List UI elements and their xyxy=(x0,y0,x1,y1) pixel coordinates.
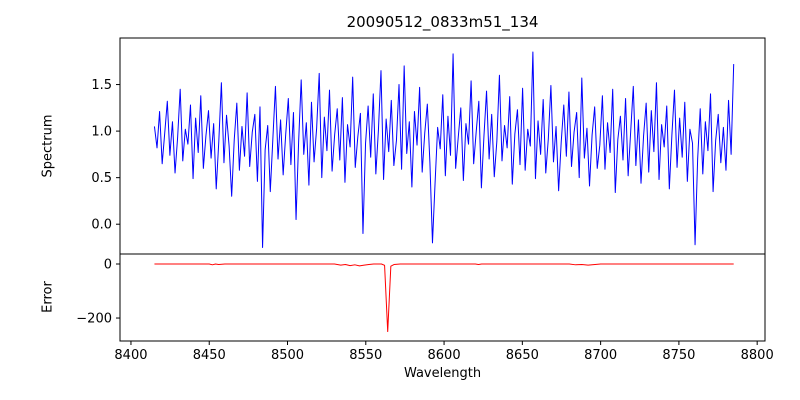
spectrum-line xyxy=(153,51,735,248)
x-tick-label: 8550 xyxy=(349,348,382,363)
chart-title: 20090512_0833m51_134 xyxy=(346,13,539,31)
x-tick-label: 8650 xyxy=(506,348,539,363)
y-tick-label: 0.5 xyxy=(91,171,112,186)
x-tick-label: 8600 xyxy=(428,348,461,363)
x-axis-label: Wavelength xyxy=(403,366,482,381)
error-line xyxy=(154,263,734,333)
y-tick-label: 1.0 xyxy=(91,125,112,140)
x-tick-label: 8450 xyxy=(193,348,226,363)
y-tick-label: 0 xyxy=(104,257,112,272)
axes-spines xyxy=(119,253,766,342)
y-axis-label-error: Error xyxy=(40,281,56,313)
x-tick-label: 8750 xyxy=(662,348,695,363)
x-tick-label: 8700 xyxy=(584,348,617,363)
y-tick-label: 1.5 xyxy=(91,78,112,93)
x-tick-label: 8800 xyxy=(741,348,774,363)
y-tick-label: −200 xyxy=(76,312,112,327)
x-tick-label: 8400 xyxy=(114,348,147,363)
y-tick-label: 0.0 xyxy=(91,218,112,233)
x-tick-label: 8500 xyxy=(271,348,304,363)
y-axis-label-spectrum: Spectrum xyxy=(40,114,56,178)
